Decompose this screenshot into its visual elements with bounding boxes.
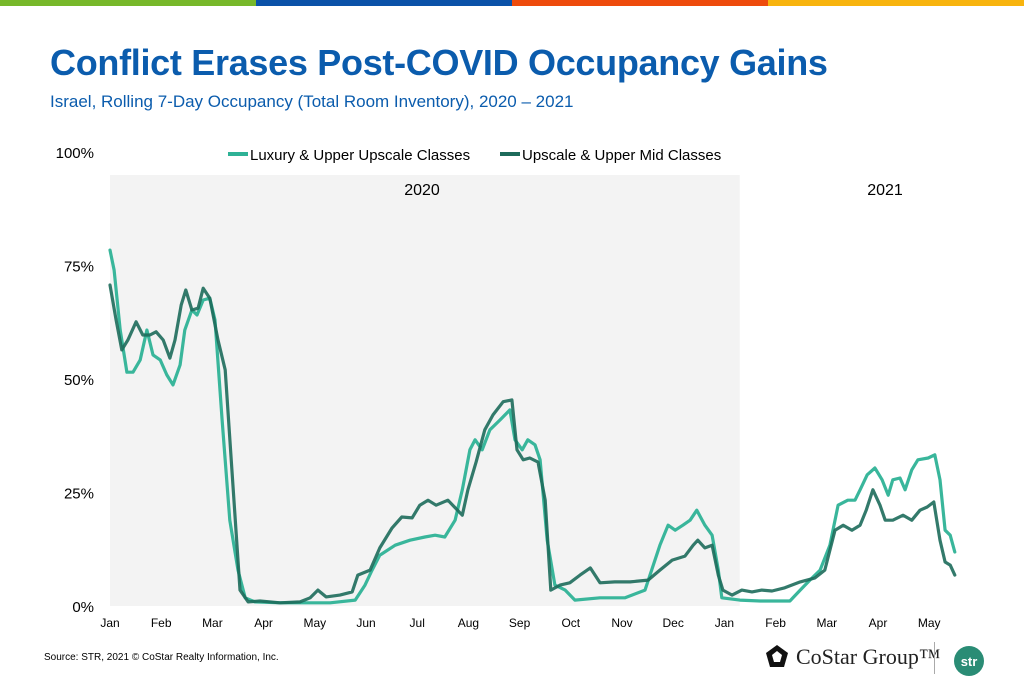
accent-bar-orange [512, 0, 768, 6]
x-tick-label: Mar [202, 616, 223, 630]
costar-logo-text: CoStar Group™ [796, 644, 941, 669]
x-tick-label: Aug [458, 616, 479, 630]
y-tick-label: 25% [64, 486, 94, 503]
logo-divider [934, 642, 935, 674]
str-logo: str [954, 646, 984, 676]
series-line-upscale [108, 283, 957, 605]
y-tick-label: 50% [64, 372, 94, 389]
page-title: Conflict Erases Post-COVID Occupancy Gai… [50, 42, 828, 83]
costar-star-icon [766, 645, 788, 667]
x-tick-label: Jan [100, 616, 119, 630]
page-subtitle: Israel, Rolling 7-Day Occupancy (Total R… [50, 92, 574, 111]
x-tick-label: Jun [356, 616, 375, 630]
series-line-luxury [108, 248, 957, 605]
x-tick-label: Mar [816, 616, 837, 630]
x-tick-label: Jan [715, 616, 734, 630]
x-tick-label: Feb [151, 616, 172, 630]
x-tick-label: Sep [509, 616, 531, 630]
x-tick-label: Nov [611, 616, 632, 630]
accent-bar-green [0, 0, 256, 6]
source-note: Source: STR, 2021 © CoStar Realty Inform… [44, 652, 279, 663]
x-tick-label: Apr [869, 616, 888, 630]
y-tick-label: 0% [72, 599, 94, 616]
year-label-2020: 2020 [404, 182, 440, 199]
x-tick-label: Apr [254, 616, 273, 630]
x-tick-label: Dec [663, 616, 684, 630]
x-tick-label: Oct [561, 616, 580, 630]
x-tick-label: May [918, 616, 941, 630]
x-tick-label: May [303, 616, 326, 630]
year-2020-shading [110, 175, 740, 606]
x-tick-label: Jul [410, 616, 425, 630]
accent-bar-yellow [768, 0, 1024, 6]
costar-logo: CoStar Group™ [764, 644, 940, 670]
year-label-2021: 2021 [867, 182, 903, 199]
legend-label-upscale: Upscale & Upper Mid Classes [522, 147, 721, 164]
y-tick-label: 75% [64, 259, 94, 276]
y-tick-label: 100% [56, 145, 94, 162]
accent-bar-blue [256, 0, 512, 6]
legend-label-luxury: Luxury & Upper Upscale Classes [250, 147, 470, 164]
x-tick-label: Feb [765, 616, 786, 630]
